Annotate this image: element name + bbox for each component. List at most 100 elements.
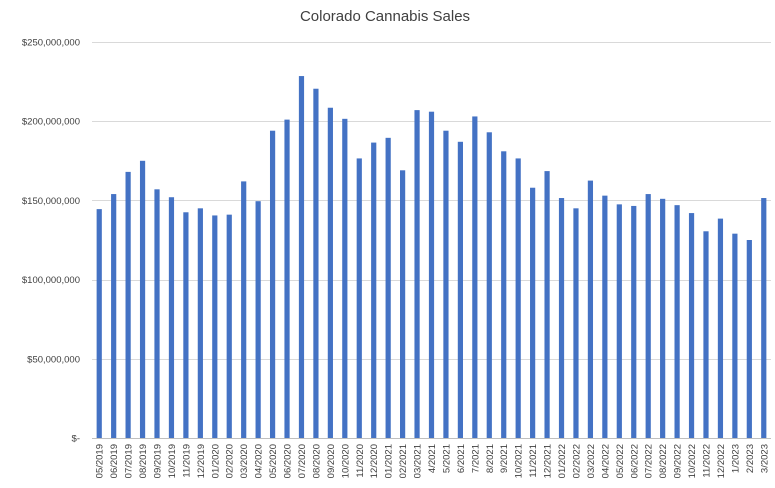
bar: [515, 158, 521, 438]
x-tick-label: 12/2020: [369, 444, 380, 478]
bar: [385, 137, 391, 438]
bar: [717, 218, 724, 438]
y-tick-label: $50,000,000: [27, 354, 80, 365]
x-tick-label: 09/2020: [326, 444, 337, 478]
bar: [486, 132, 492, 438]
x-tick-label: 11/2021: [528, 444, 539, 478]
x-tick-label: 10/2021: [514, 444, 525, 478]
x-tick-label: 8/2021: [485, 444, 496, 473]
bar: [688, 213, 695, 438]
x-tick-label: 5/2021: [441, 444, 452, 473]
x-tick-label: 10/2019: [167, 444, 178, 478]
x-tick-label: 11/2019: [181, 444, 192, 478]
y-tick-label: $250,000,000: [22, 38, 80, 49]
bar: [241, 181, 247, 438]
bar: [400, 170, 406, 438]
bar: [298, 76, 305, 438]
bar: [457, 141, 463, 439]
x-tick-label: 03/2022: [586, 444, 597, 478]
bar: [255, 201, 261, 438]
x-tick-label: 03/2021: [413, 444, 424, 478]
x-tick-label: 10/2020: [340, 444, 351, 478]
x-tick-label: 12/2021: [543, 444, 554, 478]
bar: [616, 204, 622, 438]
bar: [501, 151, 507, 438]
x-tick-label: 9/2021: [499, 444, 510, 473]
y-tick-label: $100,000,000: [22, 275, 80, 286]
x-tick-label: 06/2022: [629, 444, 640, 478]
x-tick-label: 3/2023: [759, 444, 770, 473]
bar: [645, 194, 651, 438]
bar: [269, 130, 276, 439]
bar: [761, 198, 767, 438]
x-tick-label: 02/2022: [571, 444, 582, 478]
x-tick-label: 02/2021: [398, 444, 409, 478]
x-tick-label: 2/2023: [745, 444, 756, 473]
bar: [674, 205, 680, 438]
bar: [313, 88, 319, 438]
bar: [154, 189, 160, 438]
x-tick-label: 09/2019: [153, 444, 164, 478]
x-tick-label: 07/2019: [124, 444, 135, 478]
bar: [732, 233, 738, 438]
y-axis-tick-labels: $- $50,000,000 $100,000,000 $150,000,000 $20…: [22, 38, 80, 445]
bar: [602, 195, 608, 438]
x-tick-label: 01/2022: [557, 444, 568, 478]
x-tick-label: 04/2020: [254, 444, 265, 478]
bar: [125, 171, 131, 438]
x-tick-label: 05/2022: [615, 444, 626, 478]
bar: [96, 209, 102, 438]
x-tick-label: 04/2022: [600, 444, 611, 478]
bar: [587, 180, 594, 438]
x-tick-label: 01/2020: [210, 444, 221, 478]
y-tick-label: $150,000,000: [22, 196, 80, 207]
x-tick-label: 1/2023: [730, 444, 741, 473]
y-tick-label: $200,000,000: [22, 117, 80, 128]
bar: [168, 197, 175, 438]
x-tick-label: 08/2022: [658, 444, 669, 478]
bar: [631, 205, 637, 438]
bar: [327, 107, 333, 439]
x-tick-label: 05/2019: [95, 444, 106, 478]
bar: [660, 198, 666, 438]
bar: [111, 194, 117, 438]
bar: [197, 208, 203, 438]
bar: [428, 111, 435, 439]
bar: [183, 212, 189, 438]
bar: [226, 214, 232, 438]
bar: [356, 158, 362, 438]
bar: [703, 231, 709, 438]
x-tick-label: 06/2019: [109, 444, 120, 478]
bar: [573, 208, 579, 438]
bar: [212, 215, 218, 438]
x-tick-label: 09/2022: [673, 444, 684, 478]
x-tick-label: 6/2021: [456, 444, 467, 473]
x-tick-label: 05/2020: [268, 444, 279, 478]
bar: [544, 171, 550, 438]
x-tick-label: 10/2022: [687, 444, 698, 478]
x-tick-label: 11/2022: [701, 444, 712, 478]
bar: [284, 119, 290, 438]
x-tick-label: 02/2020: [225, 444, 236, 478]
x-tick-label: 03/2020: [239, 444, 250, 478]
x-axis-tick-labels: 05/2019 06/2019 07/2019 08/2019 09/2019 10/20…: [95, 444, 771, 478]
x-tick-label: 01/2021: [384, 444, 395, 478]
bar: [139, 160, 146, 439]
bar: [443, 130, 449, 439]
x-tick-label: 08/2020: [311, 444, 322, 478]
x-tick-label: 07/2022: [644, 444, 655, 478]
x-tick-label: 07/2020: [297, 444, 308, 478]
y-tick-label: $-: [72, 434, 80, 445]
x-tick-label: 11/2020: [355, 444, 366, 478]
bar: [414, 110, 420, 438]
x-tick-label: 7/2021: [470, 444, 481, 473]
bars: [96, 76, 767, 439]
bar: [371, 142, 377, 439]
x-tick-label: 06/2020: [283, 444, 294, 478]
x-tick-label: 08/2019: [138, 444, 149, 478]
x-tick-label: 12/2022: [716, 444, 727, 478]
bar: [558, 198, 565, 438]
bar: [342, 118, 348, 438]
bar: [746, 240, 752, 438]
